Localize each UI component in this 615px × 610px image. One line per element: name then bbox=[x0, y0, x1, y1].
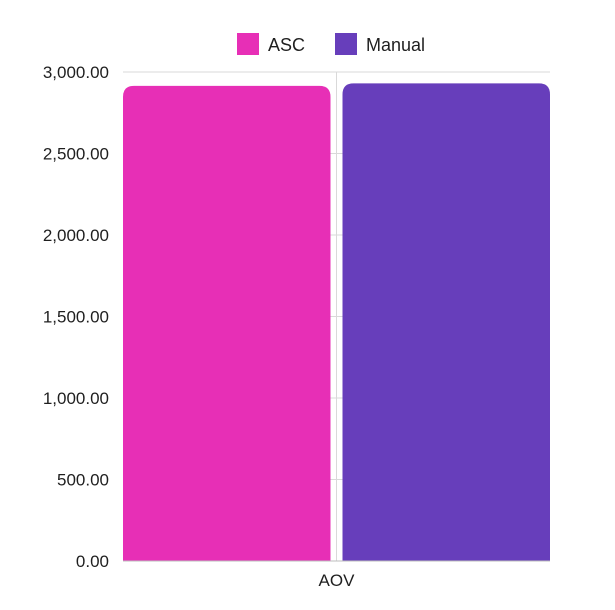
legend-label-manual: Manual bbox=[366, 35, 425, 55]
legend-swatch-manual bbox=[335, 33, 357, 55]
bars bbox=[123, 83, 550, 561]
y-tick-label: 3,000.00 bbox=[43, 63, 109, 82]
legend-label-asc: ASC bbox=[268, 35, 305, 55]
x-tick-label: AOV bbox=[319, 571, 356, 590]
y-tick-label: 2,500.00 bbox=[43, 145, 109, 164]
bar-asc bbox=[123, 85, 331, 561]
y-tick-label: 1,000.00 bbox=[43, 389, 109, 408]
x-axis: AOV bbox=[123, 560, 550, 590]
legend: ASC Manual bbox=[237, 33, 425, 55]
legend-swatch-asc bbox=[237, 33, 259, 55]
y-tick-label: 2,000.00 bbox=[43, 226, 109, 245]
y-axis: 0.00 500.00 1,000.00 1,500.00 2,000.00 2,500.… bbox=[43, 63, 109, 571]
bar-manual bbox=[342, 83, 550, 561]
y-tick-label: 1,500.00 bbox=[43, 308, 109, 327]
y-tick-label: 0.00 bbox=[76, 552, 109, 571]
y-tick-label: 500.00 bbox=[57, 471, 109, 490]
